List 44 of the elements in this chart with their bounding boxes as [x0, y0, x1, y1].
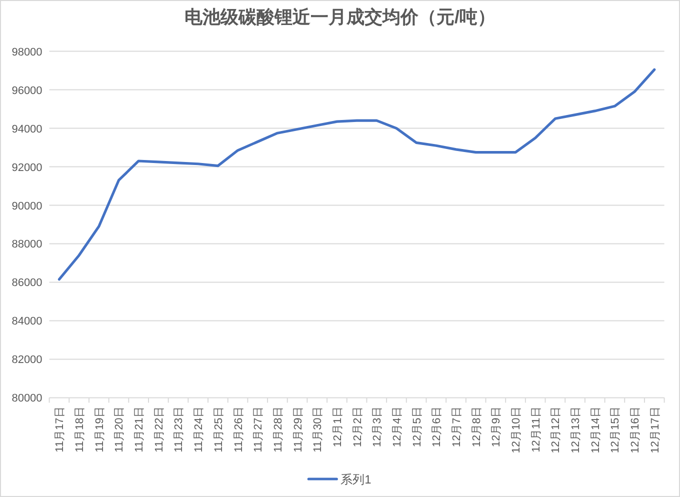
xtick: 12月9日	[490, 406, 503, 448]
xtick: 12月14日	[590, 406, 602, 454]
xtick: 12月7日	[451, 406, 463, 448]
ytick: 90000	[12, 200, 42, 212]
xtick: 11月22日	[153, 406, 166, 452]
xtick: 11月30日	[312, 406, 324, 452]
xtick: 12月10日	[510, 406, 522, 454]
ytick: 86000	[12, 277, 42, 290]
title: 电池级碳酸锂近一月成交均价（元/吨）	[184, 7, 496, 27]
xtick: 12月15日	[610, 406, 622, 454]
ytick: 94000	[12, 123, 42, 136]
ytick: 80000	[12, 392, 42, 405]
legend-label: 系列1	[340, 472, 372, 486]
ytick: 82000	[12, 354, 42, 366]
xtick: 11月28日	[272, 406, 284, 452]
xtick: 12月11日	[530, 406, 542, 452]
xtick: 12月2日	[352, 406, 364, 448]
xtick: 11月27日	[252, 406, 265, 452]
legend: 系列1	[307, 472, 372, 486]
xtick: 12月5日	[411, 406, 424, 448]
xtick: 12月3日	[372, 406, 384, 448]
xtick: 12月4日	[391, 406, 404, 448]
xtick: 11月25日	[212, 406, 225, 452]
xtick: 11月19日	[94, 406, 106, 452]
xtick: 12月1日	[332, 406, 344, 448]
ytick: 88000	[12, 238, 42, 251]
xtick: 11月20日	[114, 406, 126, 452]
ytick: 96000	[12, 84, 42, 97]
xtick: 11月17日	[54, 406, 66, 452]
ytick: 98000	[12, 46, 42, 58]
ytick: 92000	[12, 162, 42, 174]
xtick: 11月18日	[74, 406, 86, 452]
xtick: 12月13日	[570, 406, 582, 454]
xtick: 12月8日	[470, 406, 483, 448]
xtick: 11月23日	[173, 406, 186, 452]
xtick: 12月6日	[431, 406, 444, 448]
xtick: 11月29日	[292, 406, 304, 452]
xtick: 12月17日	[649, 406, 662, 454]
xtick: 11月24日	[193, 406, 206, 452]
ytick: 84000	[12, 316, 42, 328]
xtick: 11月26日	[232, 406, 245, 452]
xtick: 11月21日	[134, 406, 146, 452]
xtick: 12月12日	[550, 406, 562, 454]
xtick: 12月16日	[630, 406, 642, 454]
